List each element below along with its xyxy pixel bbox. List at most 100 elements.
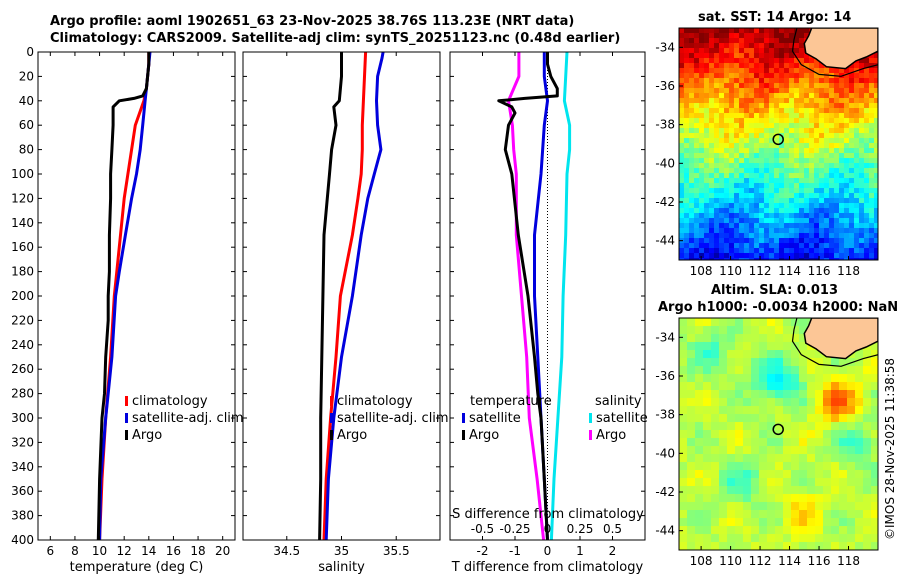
map-cell	[734, 183, 740, 189]
map-cell	[759, 422, 768, 431]
map-cell	[804, 53, 810, 59]
map-cell	[855, 382, 864, 391]
map-cell	[759, 158, 765, 164]
map-cell	[754, 153, 760, 159]
map-cell	[729, 183, 735, 189]
map-cell	[789, 33, 795, 39]
map-cell	[735, 414, 744, 423]
map-cell	[704, 63, 710, 69]
map-cell	[699, 103, 705, 109]
map-cell	[729, 213, 735, 219]
map-cell	[759, 143, 765, 149]
map-cell	[694, 43, 700, 49]
map-cell	[679, 213, 685, 219]
map-cell	[744, 73, 750, 79]
map-cell	[799, 318, 808, 327]
map-cell	[874, 93, 878, 99]
map-cell	[847, 446, 856, 455]
map-cell	[754, 163, 760, 169]
map-cell	[789, 153, 795, 159]
map-cell	[815, 486, 824, 495]
map-cell	[714, 28, 720, 34]
x-axis-label: temperature (deg C)	[70, 560, 204, 575]
map-cell	[789, 28, 795, 34]
map-cell	[834, 123, 840, 129]
map-cell	[729, 238, 735, 244]
map-cell	[749, 228, 755, 234]
title-line-1: Argo profile: aoml 1902651_63 23-Nov-202…	[50, 14, 575, 29]
map-cell	[767, 382, 776, 391]
map-cell	[871, 374, 878, 383]
map-cell	[829, 158, 835, 164]
map-cell	[809, 223, 815, 229]
map-cell	[749, 213, 755, 219]
map-cell	[829, 163, 835, 169]
map-cell	[839, 68, 845, 74]
map-cell	[839, 534, 848, 543]
map-cell	[779, 148, 785, 154]
map-cell	[703, 454, 712, 463]
map-cell	[699, 68, 705, 74]
map-cell	[784, 123, 790, 129]
map-cell	[784, 103, 790, 109]
map-cell	[854, 233, 860, 239]
map-cell	[871, 430, 878, 439]
map-cell	[784, 33, 790, 39]
map-cell	[804, 28, 810, 34]
map-cell	[807, 366, 816, 375]
map-cell	[864, 233, 870, 239]
map-cell	[784, 73, 790, 79]
map-cell	[695, 510, 704, 519]
map-cell	[859, 93, 865, 99]
map-cell	[769, 253, 775, 259]
map-cell	[734, 28, 740, 34]
map-cell	[744, 123, 750, 129]
map-cell	[751, 342, 760, 351]
map-cell	[791, 502, 800, 511]
map-cell	[789, 188, 795, 194]
map-cell	[829, 153, 835, 159]
map-cell	[823, 486, 832, 495]
map-cell	[829, 183, 835, 189]
map-cell	[764, 73, 770, 79]
map-cell	[729, 153, 735, 159]
map-cell	[847, 430, 856, 439]
map-cell	[834, 128, 840, 134]
map-cell	[687, 374, 696, 383]
map-cell	[831, 414, 840, 423]
map-cell	[799, 502, 808, 511]
map-cell	[729, 228, 735, 234]
map-cell	[854, 63, 860, 69]
map-cell	[794, 163, 800, 169]
map-cell	[863, 358, 872, 367]
map-cell	[819, 148, 825, 154]
map-cell	[754, 58, 760, 64]
map-cell	[687, 350, 696, 359]
map-cell	[849, 238, 855, 244]
map-cell	[794, 158, 800, 164]
map-cell	[767, 406, 776, 415]
legend-satellite: satellite-adj. clim	[337, 411, 449, 426]
map-cell	[719, 350, 728, 359]
map-cell	[871, 350, 878, 359]
map-cell	[859, 193, 865, 199]
map-cell	[804, 198, 810, 204]
map-cell	[764, 133, 770, 139]
map-cell	[709, 158, 715, 164]
map-cell	[829, 98, 835, 104]
map-cell	[704, 238, 710, 244]
legend-satellite: satellite-adj. clim	[132, 411, 244, 426]
map-cell	[749, 68, 755, 74]
map-cell	[783, 446, 792, 455]
map-cell	[823, 438, 832, 447]
map-cell	[739, 33, 745, 39]
map-cell	[844, 228, 850, 234]
map-cell	[849, 118, 855, 124]
map-cell	[789, 158, 795, 164]
map-cell	[834, 223, 840, 229]
map-cell	[779, 203, 785, 209]
map-cell	[699, 238, 705, 244]
map-cell	[815, 454, 824, 463]
map-cell	[849, 133, 855, 139]
map-cell	[727, 358, 736, 367]
